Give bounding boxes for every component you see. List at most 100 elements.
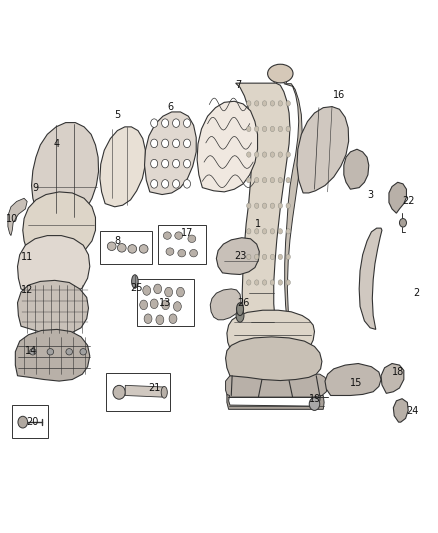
Polygon shape [227,394,324,409]
Circle shape [262,229,267,234]
Circle shape [154,284,162,294]
Polygon shape [32,123,99,217]
Circle shape [184,159,191,168]
Circle shape [254,126,259,132]
Circle shape [254,280,259,285]
Circle shape [270,177,275,183]
Text: 6: 6 [168,102,174,111]
Text: 3: 3 [367,190,373,199]
Polygon shape [284,84,302,329]
Polygon shape [393,399,408,422]
Circle shape [270,254,275,260]
Polygon shape [389,182,406,213]
Circle shape [156,315,164,325]
Ellipse shape [117,244,126,252]
Circle shape [165,287,173,297]
Polygon shape [359,228,382,329]
Bar [12,405,48,438]
Circle shape [150,299,158,309]
Text: 16: 16 [333,90,346,100]
Circle shape [254,152,259,157]
Text: 19: 19 [309,394,321,403]
Ellipse shape [47,349,53,355]
Circle shape [286,203,290,208]
Circle shape [247,280,251,285]
Ellipse shape [128,245,137,253]
Text: 8: 8 [114,236,120,246]
Text: 9: 9 [33,183,39,192]
Polygon shape [8,198,27,236]
Circle shape [247,126,251,132]
Text: 14: 14 [25,346,37,356]
Polygon shape [236,83,290,330]
Circle shape [254,101,259,106]
Ellipse shape [66,349,73,355]
Text: 18: 18 [392,367,404,377]
Circle shape [262,152,267,157]
Text: 13: 13 [159,298,172,308]
Polygon shape [18,280,88,335]
Ellipse shape [107,242,116,251]
Circle shape [173,159,180,168]
Ellipse shape [166,248,174,255]
Circle shape [151,139,158,148]
Ellipse shape [30,349,36,355]
Polygon shape [325,364,381,395]
Ellipse shape [237,303,244,316]
Circle shape [247,152,251,157]
Circle shape [177,287,184,297]
Ellipse shape [80,349,86,355]
Polygon shape [216,238,259,274]
Circle shape [162,180,169,188]
Circle shape [278,152,283,157]
Circle shape [162,159,169,168]
Circle shape [286,280,290,285]
Polygon shape [210,289,241,320]
Polygon shape [125,385,163,397]
Circle shape [278,254,283,260]
Circle shape [144,314,152,324]
Circle shape [309,398,320,410]
Polygon shape [23,192,95,257]
Ellipse shape [113,385,125,399]
Polygon shape [226,337,322,381]
Text: 1: 1 [255,219,261,229]
Circle shape [286,177,290,183]
Bar [137,279,194,326]
Circle shape [278,126,283,132]
Circle shape [247,177,251,183]
Circle shape [286,152,290,157]
Text: 2: 2 [413,288,419,298]
Ellipse shape [161,386,167,398]
Circle shape [254,177,259,183]
Ellipse shape [190,249,198,257]
Circle shape [140,300,148,310]
Circle shape [143,286,151,295]
Circle shape [184,119,191,127]
Text: 12: 12 [21,286,33,295]
Circle shape [278,229,283,234]
Polygon shape [197,101,258,192]
Ellipse shape [188,235,196,243]
Circle shape [278,101,283,106]
Circle shape [151,159,158,168]
Ellipse shape [178,249,186,257]
Bar [100,231,152,264]
Ellipse shape [18,416,28,428]
Circle shape [286,254,290,260]
Circle shape [270,203,275,208]
Circle shape [162,139,169,148]
Circle shape [173,180,180,188]
Text: 24: 24 [406,407,419,416]
Text: 20: 20 [27,417,39,427]
Circle shape [151,119,158,127]
Circle shape [270,280,275,285]
Text: 5: 5 [114,110,120,119]
Text: 22: 22 [402,197,414,206]
Polygon shape [297,107,349,193]
Polygon shape [100,127,145,207]
Ellipse shape [139,245,148,253]
Circle shape [162,300,170,310]
Circle shape [254,254,259,260]
Circle shape [286,101,290,106]
